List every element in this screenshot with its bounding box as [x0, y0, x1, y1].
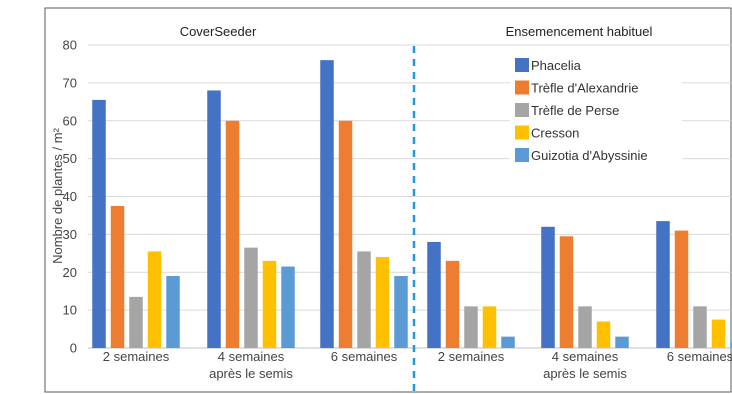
y-tick-label: 50 — [63, 151, 77, 166]
x-category-label: après le semis — [543, 366, 627, 381]
legend-label: Guizotia d'Abyssinie — [531, 148, 648, 163]
bar — [262, 260, 277, 348]
x-axis-categories: 2 semaines 4 semaines après le semis 6 sema… — [103, 349, 732, 381]
y-axis-label: Nombre de plantes / m² — [50, 127, 65, 264]
y-tick-label: 80 — [63, 38, 77, 53]
panel-title: CoverSeeder — [180, 24, 257, 39]
bar — [375, 257, 390, 348]
bar — [674, 230, 689, 348]
bar — [92, 99, 106, 348]
legend-swatch — [515, 148, 529, 162]
y-tick-label: 20 — [63, 265, 77, 280]
y-tick-label: 60 — [63, 113, 77, 128]
bar — [445, 260, 460, 348]
bar — [427, 241, 441, 348]
bar — [711, 319, 726, 348]
legend-label: Cresson — [531, 126, 579, 141]
legend-label: Trèfle de Perse — [531, 103, 619, 118]
bar — [541, 226, 555, 348]
legend-swatch — [515, 58, 529, 72]
bar — [129, 296, 143, 348]
legend-swatch — [515, 103, 529, 117]
bar — [615, 336, 629, 348]
bar — [207, 90, 221, 348]
x-category-label: 4 semaines — [552, 349, 619, 364]
bar — [596, 321, 611, 348]
legend: Phacelia Trèfle d'Alexandrie Trèfle de Per… — [510, 51, 682, 169]
bar — [225, 120, 240, 348]
panel-title: Ensemencement habituel — [506, 24, 653, 39]
bar — [693, 306, 707, 348]
x-category-label: 4 semaines — [218, 349, 285, 364]
legend-swatch — [515, 125, 529, 140]
bar — [394, 276, 408, 348]
y-axis-ticks: 0 10 20 30 40 50 60 70 80 — [63, 38, 77, 356]
bar — [110, 205, 125, 348]
legend-background — [510, 51, 682, 169]
bar-series — [92, 60, 732, 349]
bar — [730, 342, 732, 348]
bar — [357, 251, 371, 348]
panel-titles: CoverSeeder Ensemencement habituel — [180, 24, 653, 39]
bar — [338, 120, 353, 348]
y-tick-label: 70 — [63, 75, 77, 90]
bar — [320, 60, 334, 349]
x-category-label: 2 semaines — [103, 349, 170, 364]
x-category-label: 6 semaines — [667, 349, 732, 364]
bar — [166, 276, 180, 348]
x-category-label: après le semis — [209, 366, 293, 381]
y-tick-label: 40 — [63, 189, 77, 204]
bar — [482, 306, 497, 348]
bar — [578, 306, 592, 348]
legend-label: Trèfle d'Alexandrie — [531, 81, 639, 96]
bar — [656, 221, 670, 348]
bar — [281, 266, 295, 348]
bar — [464, 306, 478, 348]
legend-label: Phacelia — [531, 58, 582, 73]
bar — [147, 251, 162, 348]
bar — [244, 247, 258, 348]
legend-swatch — [515, 80, 529, 95]
chart-frame — [44, 7, 732, 393]
bar — [559, 236, 574, 348]
y-tick-label: 0 — [70, 341, 77, 356]
x-category-label: 2 semaines — [438, 349, 505, 364]
y-tick-label: 30 — [63, 227, 77, 242]
y-tick-label: 10 — [63, 303, 77, 318]
x-category-label: 6 semaines — [331, 349, 398, 364]
bar — [501, 336, 515, 348]
